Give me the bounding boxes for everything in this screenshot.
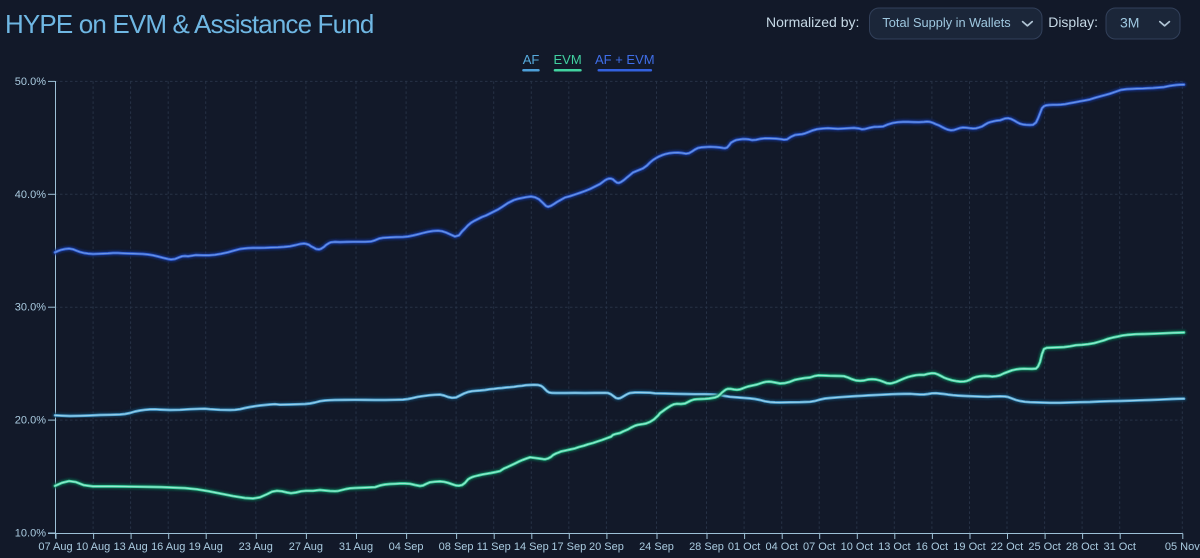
svg-text:16 Oct: 16 Oct [916, 541, 948, 553]
svg-text:08 Sep: 08 Sep [439, 541, 474, 553]
svg-text:07 Aug: 07 Aug [38, 541, 72, 553]
svg-text:27 Aug: 27 Aug [289, 541, 323, 553]
svg-text:16 Aug: 16 Aug [151, 541, 185, 553]
svg-text:07 Oct: 07 Oct [803, 541, 835, 553]
svg-text:28 Oct: 28 Oct [1066, 541, 1098, 553]
svg-text:05 Nov: 05 Nov [1165, 541, 1200, 553]
svg-text:Normalized by:: Normalized by: [766, 14, 859, 30]
svg-text:19 Aug: 19 Aug [189, 541, 223, 553]
svg-text:17 Sep: 17 Sep [551, 541, 586, 553]
svg-text:10 Aug: 10 Aug [76, 541, 110, 553]
svg-text:13 Oct: 13 Oct [878, 541, 910, 553]
svg-text:30.0%: 30.0% [15, 302, 46, 314]
svg-text:28 Sep: 28 Sep [689, 541, 724, 553]
svg-text:10 Oct: 10 Oct [841, 541, 873, 553]
svg-text:22 Oct: 22 Oct [991, 541, 1023, 553]
svg-text:01 Oct: 01 Oct [728, 541, 760, 553]
svg-text:31 Aug: 31 Aug [339, 541, 373, 553]
svg-text:13 Aug: 13 Aug [113, 541, 147, 553]
svg-text:14 Sep: 14 Sep [514, 541, 549, 553]
svg-text:3M: 3M [1120, 15, 1139, 31]
svg-text:HYPE on EVM & Assistance Fund: HYPE on EVM & Assistance Fund [5, 9, 373, 39]
svg-text:25 Oct: 25 Oct [1028, 541, 1060, 553]
svg-text:24 Sep: 24 Sep [639, 541, 674, 553]
svg-text:Display:: Display: [1048, 14, 1098, 30]
svg-text:EVM: EVM [554, 52, 582, 67]
svg-text:40.0%: 40.0% [15, 189, 46, 201]
svg-text:19 Oct: 19 Oct [953, 541, 985, 553]
svg-text:10.0%: 10.0% [15, 528, 46, 540]
svg-text:04 Sep: 04 Sep [389, 541, 424, 553]
svg-text:11 Sep: 11 Sep [477, 541, 511, 553]
svg-text:31 Oct: 31 Oct [1103, 541, 1135, 553]
svg-text:20.0%: 20.0% [15, 415, 46, 427]
svg-text:Total Supply in Wallets: Total Supply in Wallets [882, 15, 1010, 30]
svg-text:AF: AF [523, 52, 540, 67]
svg-text:50.0%: 50.0% [15, 76, 46, 88]
svg-text:20 Sep: 20 Sep [589, 541, 624, 553]
svg-text:04 Oct: 04 Oct [765, 541, 797, 553]
svg-text:AF + EVM: AF + EVM [595, 52, 655, 67]
svg-text:23 Aug: 23 Aug [239, 541, 273, 553]
